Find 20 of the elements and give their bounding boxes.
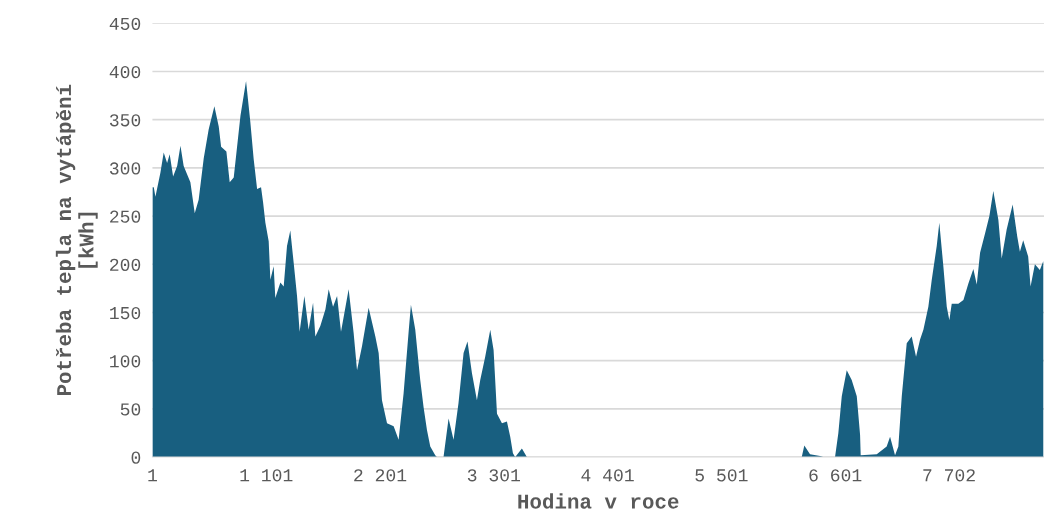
x-axis-title: Hodina v roce <box>518 493 679 509</box>
y-axis-title: Potřeba tepla na vytápění [kWh] <box>55 84 98 396</box>
x-tick-label: 2 201 <box>354 469 407 482</box>
x-tick-label: 5 501 <box>695 469 748 482</box>
x-tick-label: 6 601 <box>809 469 862 482</box>
y-tick-label: 50 <box>120 403 141 416</box>
x-tick-label: 1 <box>148 469 157 482</box>
y-tick-label: 350 <box>109 114 141 127</box>
y-tick-label: 300 <box>109 162 141 175</box>
y-tick-label: 450 <box>109 17 141 30</box>
y-tick-label: 100 <box>110 355 141 368</box>
y-tick-label: 250 <box>110 210 141 223</box>
y-tick-label: 150 <box>110 306 141 320</box>
x-tick-label: 3 301 <box>467 469 520 482</box>
x-tick-label: 7 702 <box>923 469 975 482</box>
x-tick-label: 4 401 <box>581 469 634 482</box>
y-tick-label: 200 <box>110 258 141 271</box>
y-tick-label: 400 <box>109 65 141 79</box>
x-tick-label: 1 101 <box>240 469 293 482</box>
y-tick-label: 0 <box>131 451 141 464</box>
